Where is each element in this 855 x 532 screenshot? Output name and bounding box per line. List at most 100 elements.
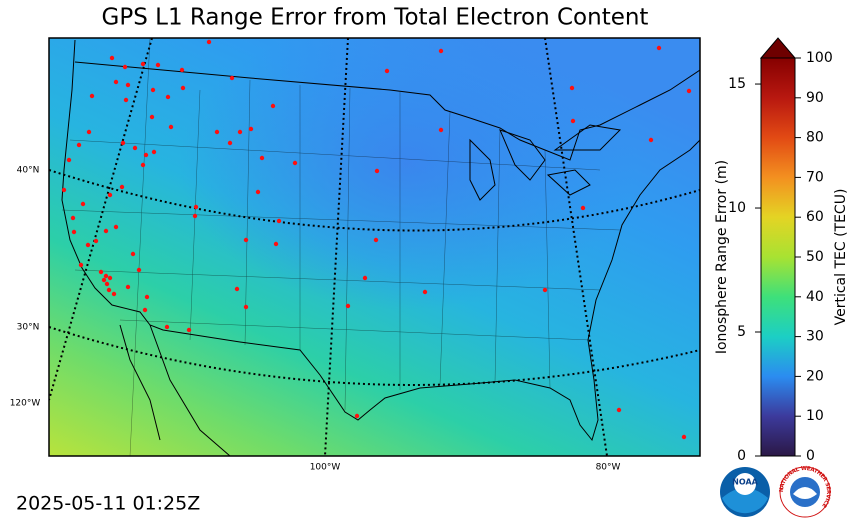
station (686, 88, 692, 94)
station (144, 294, 150, 300)
station (255, 189, 261, 195)
map (49, 38, 700, 456)
station (85, 242, 91, 248)
station (120, 140, 126, 146)
station (151, 149, 157, 155)
station (136, 267, 142, 273)
timestamp: 2025-05-11 01:25Z (16, 493, 200, 515)
right-tick-label: 10 (806, 408, 824, 424)
lon-label: 120°W (10, 399, 41, 409)
lat-label: 30°N (17, 323, 40, 333)
station (78, 262, 84, 268)
station (569, 85, 575, 91)
station (616, 407, 622, 413)
station (107, 275, 113, 281)
station (373, 237, 379, 243)
station (648, 137, 654, 143)
station (113, 79, 119, 85)
left-tick-label: 5 (737, 324, 746, 340)
station (270, 103, 276, 109)
station (140, 61, 146, 67)
station (179, 67, 185, 73)
station (111, 291, 117, 297)
right-tick-label: 90 (806, 90, 824, 106)
right-tick-label: 80 (806, 130, 824, 146)
colorbar-right-label: Vertical TEC (TECU) (833, 189, 849, 326)
station (119, 184, 125, 190)
station (438, 127, 444, 133)
station (164, 324, 170, 330)
station (142, 307, 148, 313)
station (214, 129, 220, 135)
station (345, 303, 351, 309)
station (248, 126, 254, 132)
station (237, 129, 243, 135)
station (259, 155, 265, 161)
station (101, 277, 107, 283)
station (570, 118, 576, 124)
station (422, 289, 428, 295)
station (193, 204, 199, 210)
station (155, 62, 161, 68)
right-tick-label: 100 (806, 50, 833, 66)
lat-label: 40°N (17, 166, 40, 176)
lon-label: 100°W (310, 463, 341, 473)
station (542, 287, 548, 293)
station (149, 114, 155, 120)
left-tick-label: 10 (728, 200, 746, 216)
right-tick-label: 70 (806, 169, 824, 185)
station (76, 142, 82, 148)
station (206, 39, 212, 45)
station (80, 201, 86, 207)
station (681, 434, 687, 440)
station (93, 238, 99, 244)
title: GPS L1 Range Error from Total Electron C… (102, 5, 649, 31)
station (123, 97, 129, 103)
station (243, 304, 249, 310)
station (132, 145, 138, 151)
station (384, 68, 390, 74)
station (104, 281, 110, 287)
station (229, 75, 235, 81)
right-tick-label: 50 (806, 249, 824, 265)
station (122, 64, 128, 70)
right-tick-label: 40 (806, 289, 824, 305)
right-tick-label: 0 (806, 448, 815, 464)
station (103, 273, 109, 279)
station (130, 251, 136, 257)
station (354, 413, 360, 419)
left-tick-label: 0 (737, 448, 746, 464)
station (656, 45, 662, 51)
station (109, 55, 115, 61)
colorbar-left-label: Ionosphere Range Error (m) (714, 160, 730, 354)
station (165, 94, 171, 100)
station (70, 215, 76, 221)
colorbar (759, 37, 797, 457)
station (227, 140, 233, 146)
station (580, 205, 586, 211)
station (98, 269, 104, 275)
station (106, 287, 112, 293)
station (234, 286, 240, 292)
station (86, 129, 92, 135)
station (103, 228, 109, 234)
station (362, 275, 368, 281)
station (61, 187, 67, 193)
right-tick-label: 60 (806, 209, 824, 225)
station (71, 229, 77, 235)
nws-logo: NATIONAL WEATHER SERVICE (778, 465, 832, 518)
station (438, 48, 444, 54)
lon-label: 80°W (596, 463, 621, 473)
station (113, 224, 119, 230)
station (125, 82, 131, 88)
right-tick-label: 20 (806, 368, 824, 384)
station (150, 87, 156, 93)
station (66, 157, 72, 163)
station (273, 241, 279, 247)
station (192, 213, 198, 219)
station (276, 218, 282, 224)
noaa-logo: NOAA (720, 467, 770, 517)
station (243, 237, 249, 243)
station (180, 85, 186, 91)
